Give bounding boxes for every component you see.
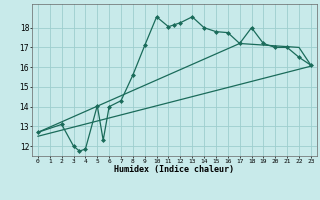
X-axis label: Humidex (Indice chaleur): Humidex (Indice chaleur): [115, 165, 234, 174]
